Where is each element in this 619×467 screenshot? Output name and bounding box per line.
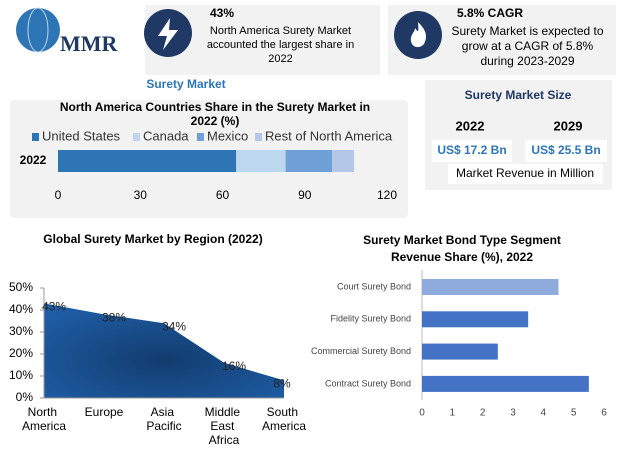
y-tick-label: 50% (9, 280, 33, 294)
data-label: 38% (102, 311, 126, 325)
x-tick-label: 90 (298, 188, 312, 202)
legend-label: Canada (143, 128, 189, 143)
section-label: Surety Market (146, 77, 225, 91)
bar-segment (58, 150, 237, 172)
x-tick-label: 5 (571, 408, 577, 419)
y-tick-label: Fidelity Surety Bond (330, 314, 411, 324)
x-tick-label: 30 (134, 188, 148, 202)
value-box (525, 140, 607, 162)
y-tick-label: 30% (9, 324, 33, 338)
logo-globe (16, 8, 60, 52)
x-tick-label: North America (22, 405, 66, 433)
icon (410, 22, 426, 48)
chart-title: Surety Market Bond Type Segment Revenue … (363, 233, 561, 264)
icon (158, 18, 178, 50)
value-box (448, 164, 603, 184)
bar-segment (236, 150, 286, 172)
data-label: 8% (273, 377, 291, 391)
stat-value: 5.8% CAGR (457, 6, 523, 20)
stat-text: North America Surety Market accounted th… (206, 25, 355, 65)
y-tick-label: Court Surety Bond (337, 281, 411, 291)
bar (422, 343, 498, 360)
y-tick-label: 2022 (20, 153, 47, 167)
x-tick-label: 1 (450, 408, 456, 419)
y-tick-label: Contract Surety Bond (325, 378, 411, 388)
bar (422, 279, 559, 295)
bar (422, 375, 589, 392)
legend-swatch (133, 133, 140, 141)
value-box (432, 140, 512, 162)
panel-title: Surety Market Size (465, 88, 572, 102)
logo-globe (27, 7, 49, 53)
legend-label: Rest of North America (265, 128, 393, 143)
legend-label: Mexico (207, 128, 248, 143)
y-tick-label: Commercial Surety Bond (311, 346, 411, 356)
x-tick-label: 3 (510, 408, 516, 419)
x-tick-label: 120 (377, 188, 397, 202)
y-tick-label: 0% (16, 390, 34, 404)
x-tick-label: 2 (480, 408, 486, 419)
x-tick-label: Asia Pacific (146, 405, 181, 433)
logo: MMR (60, 31, 119, 56)
chart-title: North America Countries Share in the Sur… (59, 100, 371, 128)
data-label: 43% (42, 300, 66, 314)
note: Market Revenue in Million (456, 166, 594, 180)
legend-label: United States (42, 128, 121, 143)
stat-text: Surety Market is expected to grow at a C… (451, 24, 604, 68)
y-tick-label: 40% (9, 302, 33, 316)
x-tick-label: South America (262, 405, 306, 433)
bar-segment (285, 150, 333, 172)
y-tick-label: 20% (9, 346, 33, 360)
legend-swatch (32, 133, 39, 141)
bar (422, 311, 529, 328)
x-tick-label: Middle East Africa (205, 405, 244, 447)
x-tick-label: 60 (216, 188, 230, 202)
stat-value: 43% (210, 6, 234, 20)
data-label: 16% (222, 359, 246, 373)
area (44, 303, 284, 398)
year: 2029 (554, 118, 583, 133)
y-tick-label: 10% (9, 368, 33, 382)
x-tick-label: 6 (601, 408, 607, 419)
market-value: US$ 25.5 Bn (531, 143, 600, 157)
market-value: US$ 17.2 Bn (437, 143, 506, 157)
x-tick-label: 0 (419, 408, 425, 419)
year: 2022 (456, 118, 485, 133)
data-label: 34% (162, 319, 186, 333)
legend-swatch (197, 133, 204, 141)
chart-title: Global Surety Market by Region (2022) (43, 232, 262, 246)
x-tick-label: 0 (55, 188, 62, 202)
legend-swatch (255, 133, 262, 141)
x-tick-label: 4 (541, 408, 547, 419)
x-tick-label: Europe (85, 405, 124, 419)
bar-segment (332, 150, 355, 172)
